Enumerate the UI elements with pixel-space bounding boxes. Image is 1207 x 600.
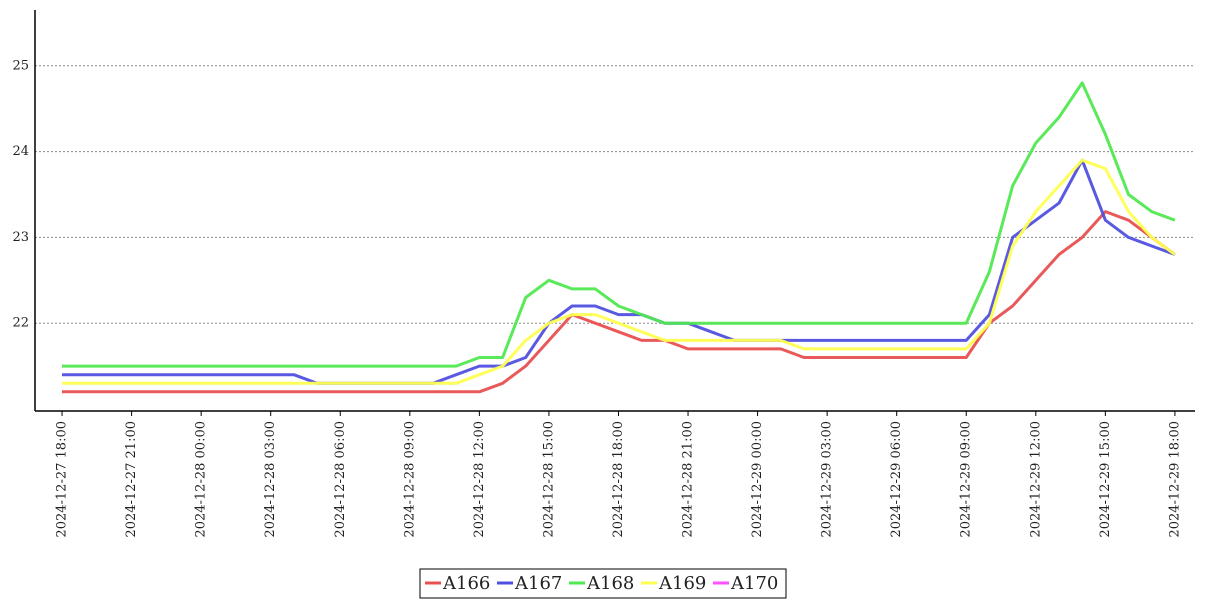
x-tick-label: 2024-12-28 15:00 — [541, 421, 556, 538]
x-tick-label: 2024-12-29 03:00 — [820, 421, 835, 538]
x-tick-label: 2024-12-27 18:00 — [55, 421, 70, 538]
x-tick-label: 2024-12-29 18:00 — [1167, 421, 1182, 538]
x-tick-label: 2024-12-28 06:00 — [333, 421, 348, 538]
series-line — [62, 158, 1176, 385]
legend-label: A169 — [658, 573, 706, 594]
x-tick-label: 2024-12-27 21:00 — [124, 421, 139, 538]
x-tick-label: 2024-12-28 18:00 — [611, 421, 626, 538]
x-tick-label: 2024-12-28 00:00 — [194, 421, 209, 538]
y-tick-label: 25 — [12, 58, 29, 73]
x-tick-label: 2024-12-29 06:00 — [889, 421, 904, 538]
x-tick-label: 2024-12-28 09:00 — [402, 421, 417, 538]
x-tick-label: 2024-12-28 12:00 — [472, 421, 487, 538]
y-tick-label: 23 — [12, 230, 29, 245]
y-tick-label: 24 — [12, 144, 29, 159]
x-tick-label: 2024-12-29 12:00 — [1028, 421, 1043, 538]
legend-label: A168 — [586, 573, 634, 594]
y-tick-label: 22 — [12, 316, 29, 331]
x-tick-label: 2024-12-28 03:00 — [263, 421, 278, 538]
legend-label: A167 — [514, 573, 562, 594]
legend-label: A166 — [442, 573, 490, 594]
legend-label: A170 — [730, 573, 778, 594]
series-line — [62, 158, 1176, 385]
series-line — [62, 81, 1176, 368]
x-tick-label: 2024-12-28 21:00 — [681, 421, 696, 538]
x-tick-label: 2024-12-29 00:00 — [750, 421, 765, 538]
x-tick-label: 2024-12-29 09:00 — [959, 421, 974, 538]
x-tick-label: 2024-12-29 15:00 — [1098, 421, 1113, 538]
